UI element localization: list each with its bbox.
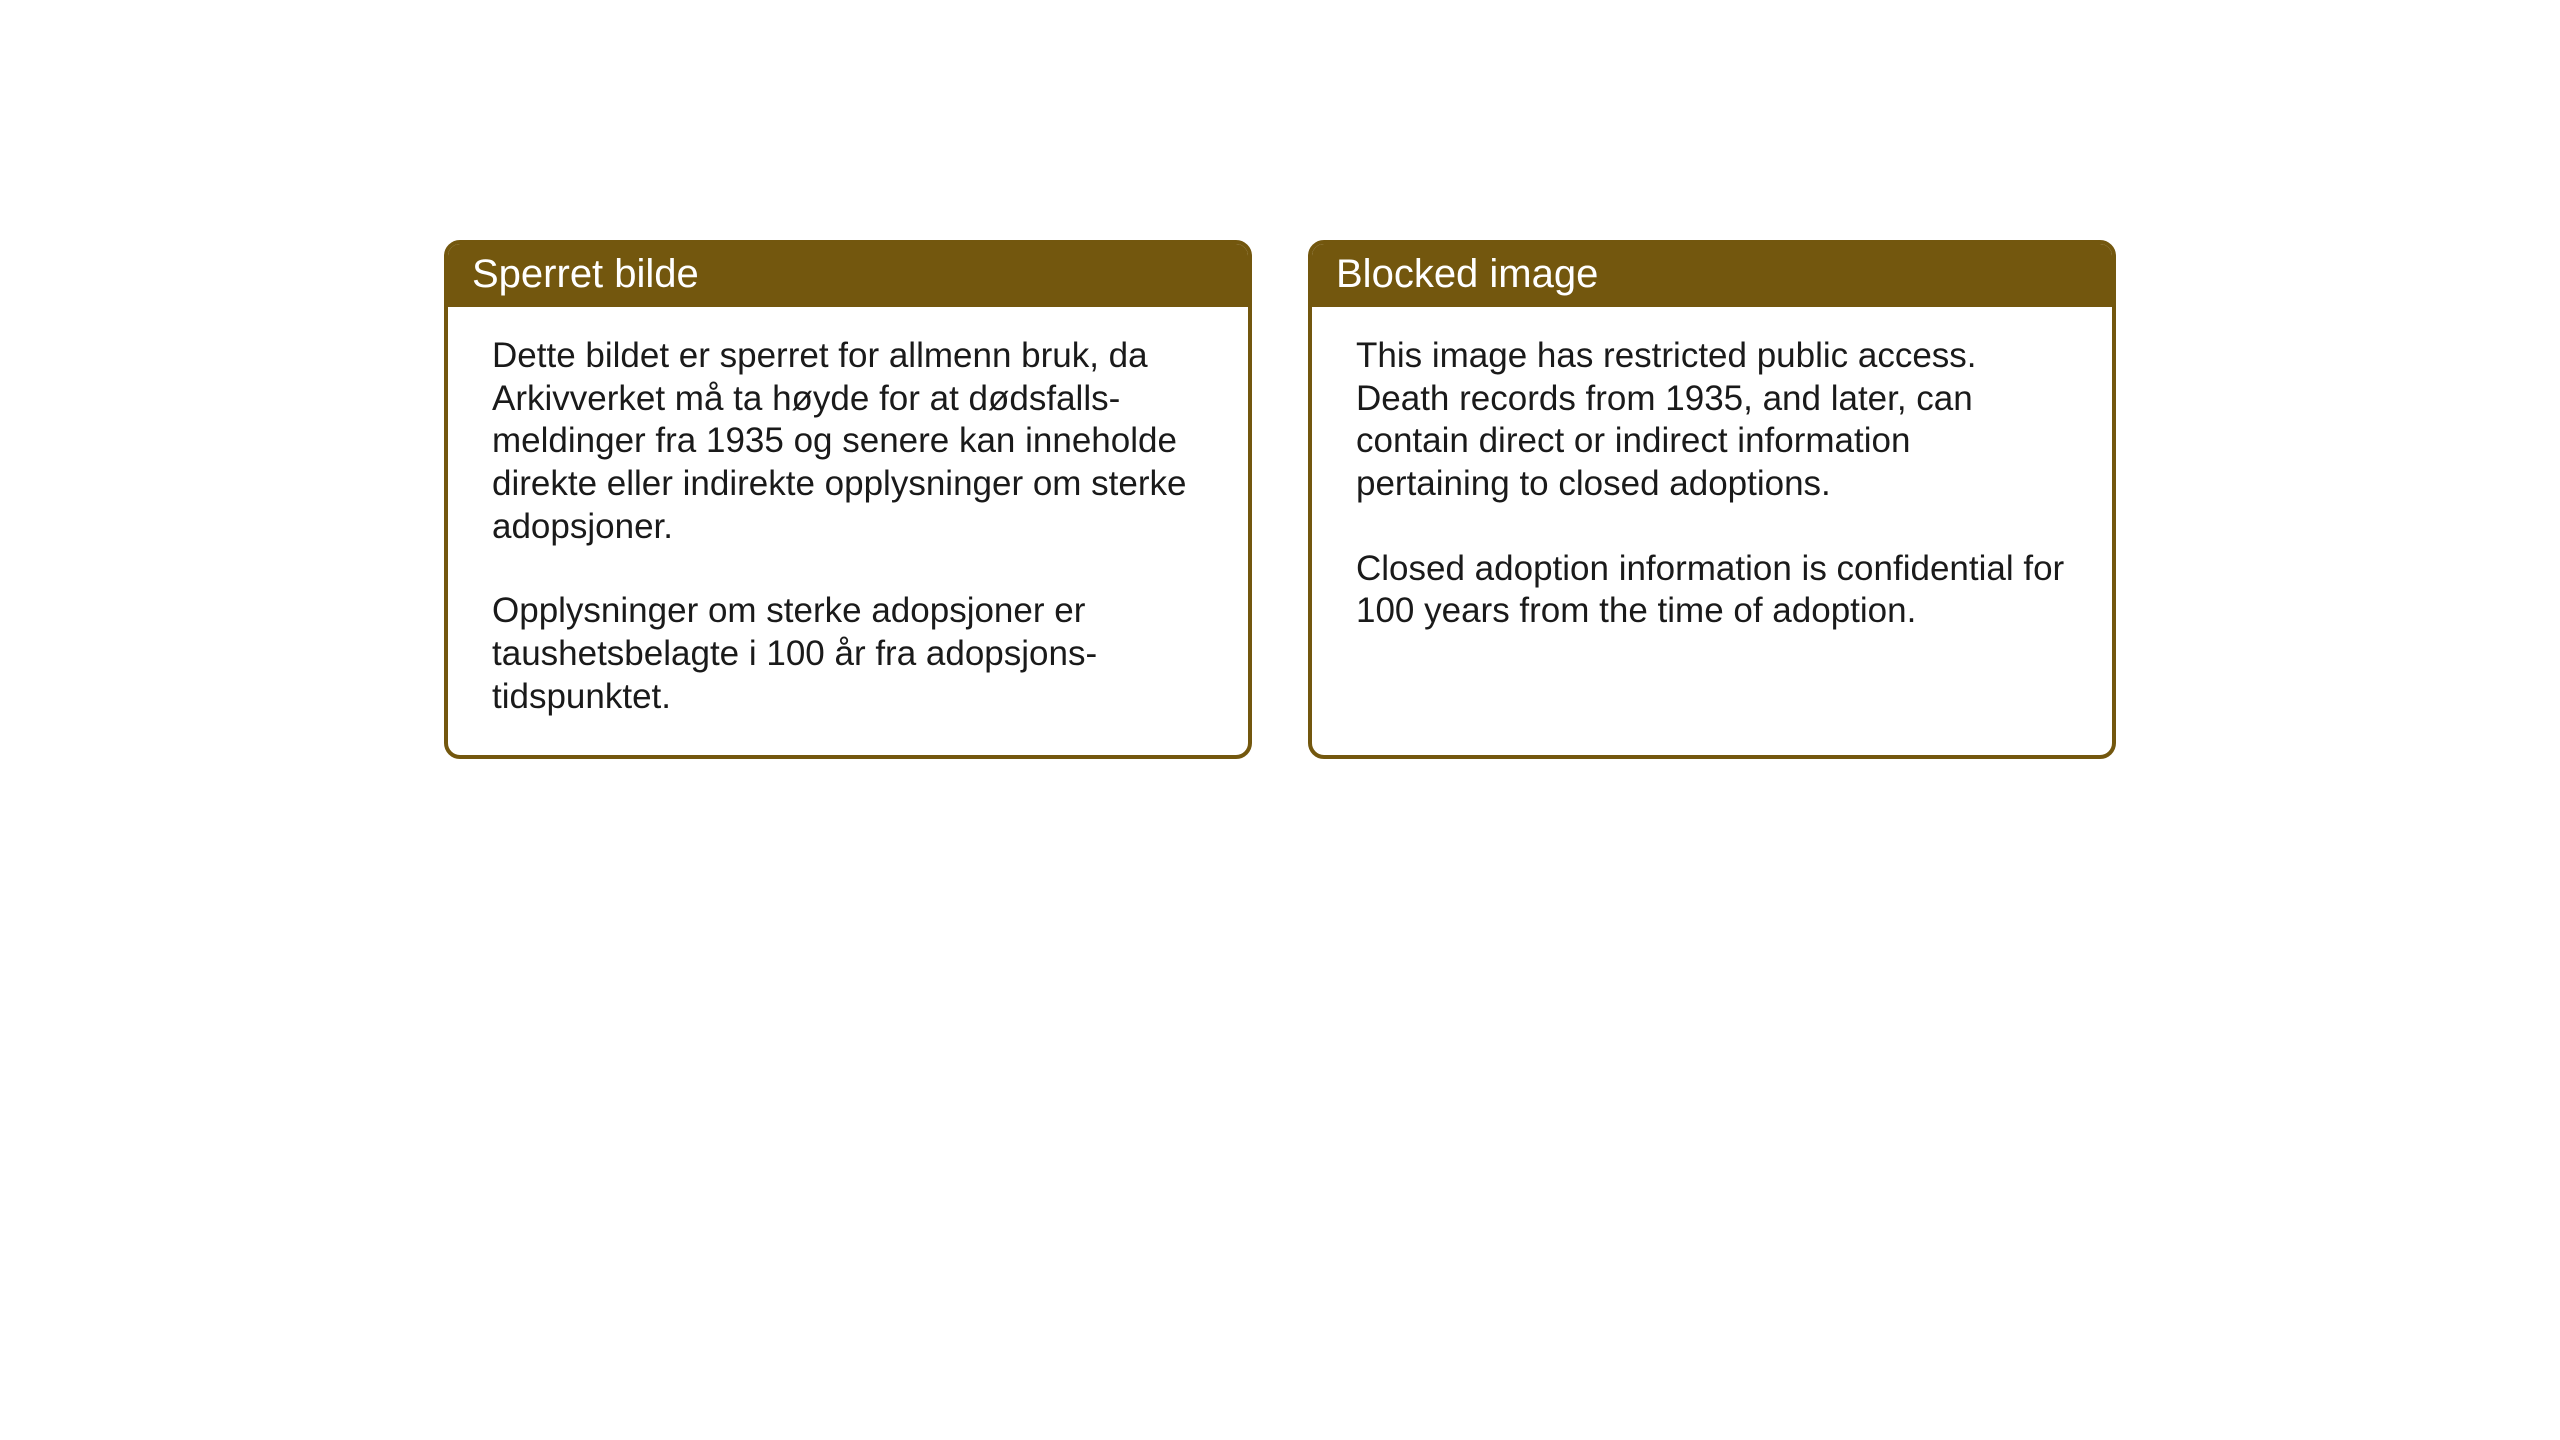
notice-title-english: Blocked image (1336, 252, 1598, 296)
notice-body-english: This image has restricted public access.… (1312, 307, 2112, 669)
notice-header-norwegian: Sperret bilde (448, 244, 1248, 307)
notice-paragraph2-norwegian: Opplysninger om sterke adopsjoner er tau… (492, 590, 1204, 718)
notice-body-norwegian: Dette bildet er sperret for allmenn bruk… (448, 307, 1248, 755)
notice-paragraph2-english: Closed adoption information is confident… (1356, 548, 2068, 633)
notice-box-english: Blocked image This image has restricted … (1308, 240, 2116, 759)
notice-paragraph1-norwegian: Dette bildet er sperret for allmenn bruk… (492, 335, 1204, 548)
notice-title-norwegian: Sperret bilde (472, 252, 699, 296)
notice-header-english: Blocked image (1312, 244, 2112, 307)
notice-box-norwegian: Sperret bilde Dette bildet er sperret fo… (444, 240, 1252, 759)
notice-container: Sperret bilde Dette bildet er sperret fo… (444, 240, 2116, 759)
notice-paragraph1-english: This image has restricted public access.… (1356, 335, 2068, 506)
